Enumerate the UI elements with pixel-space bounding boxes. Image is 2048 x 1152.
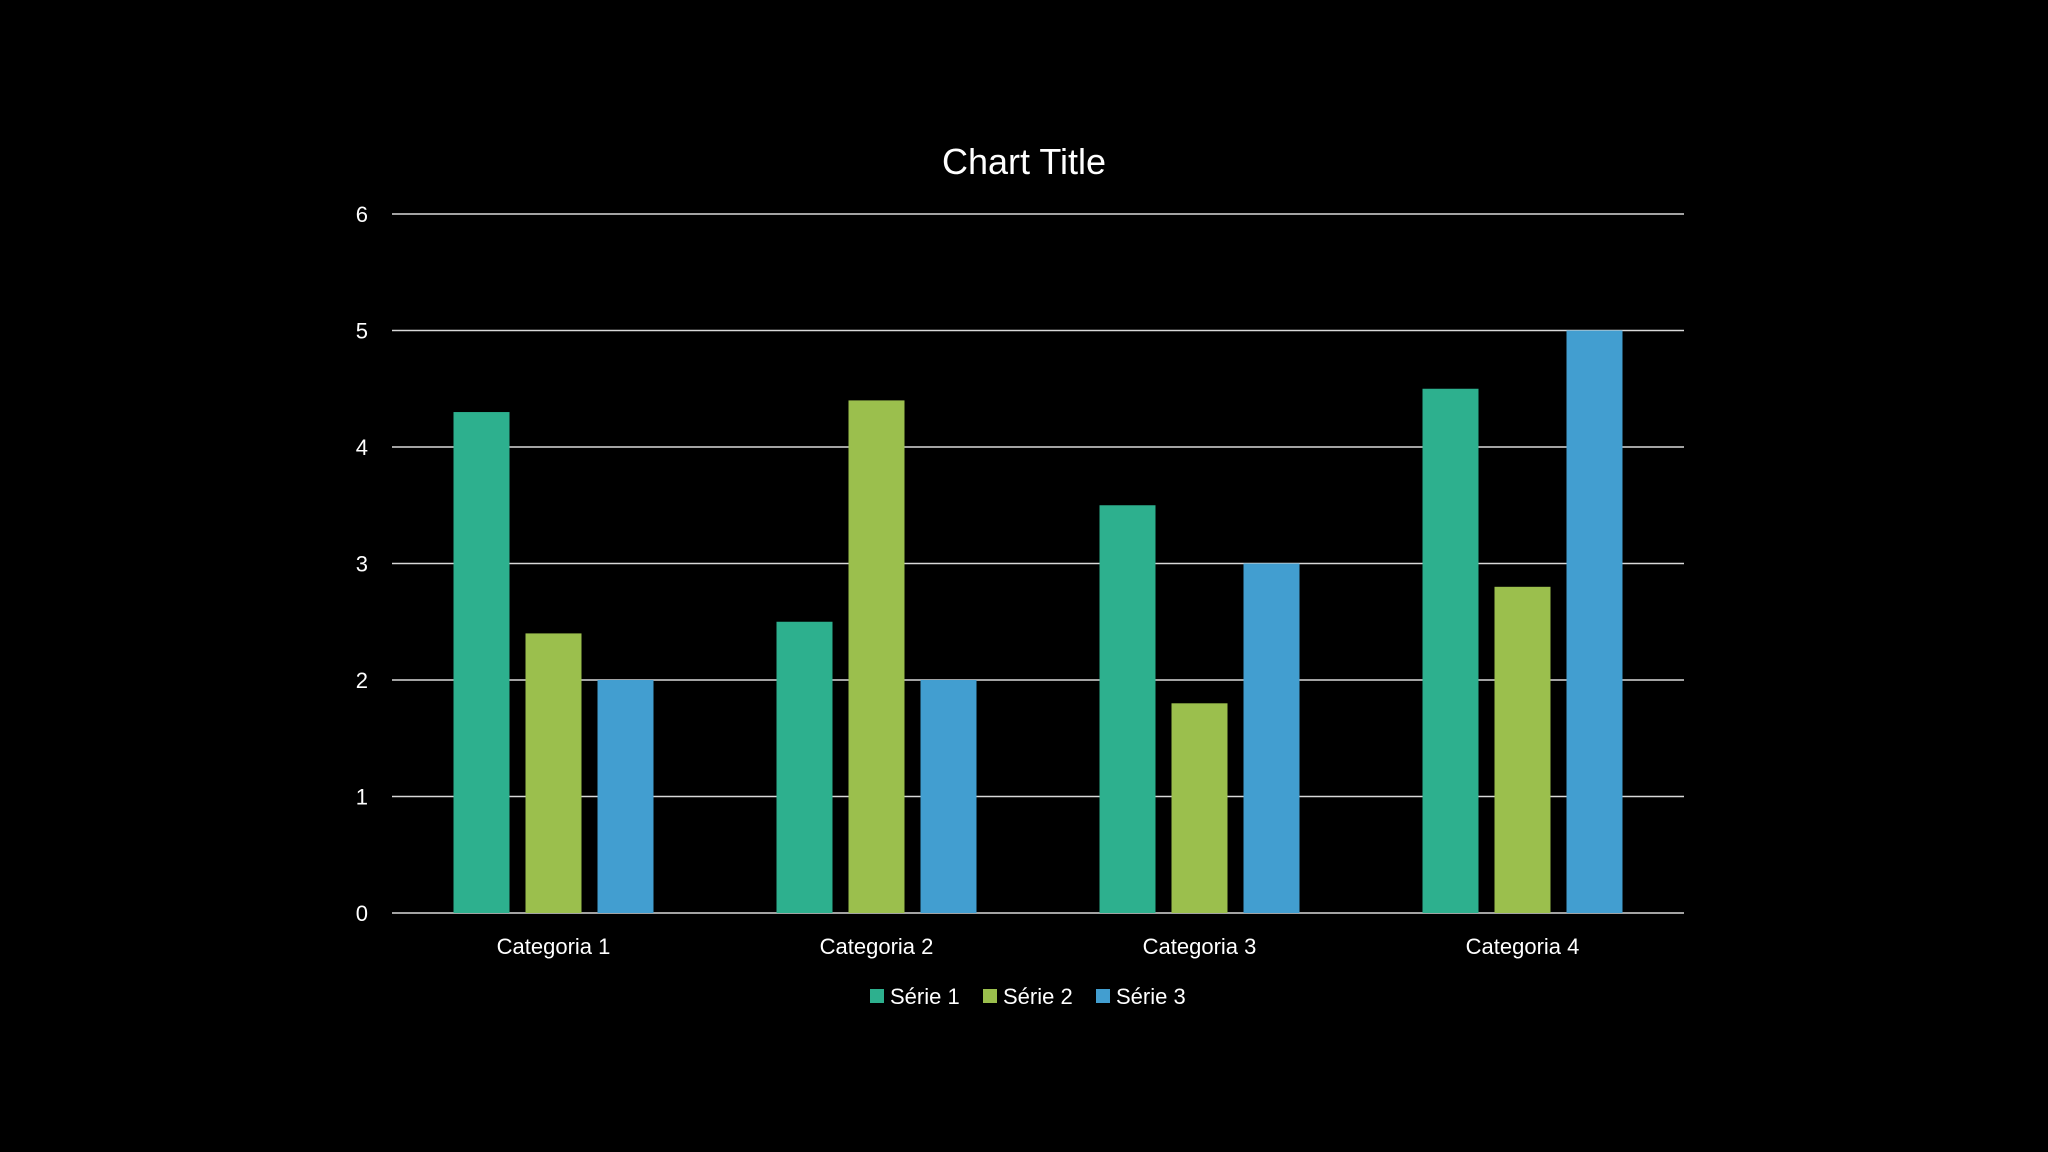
x-tick-label: Categoria 2 [820, 934, 934, 959]
legend-label-series2: Série 2 [1003, 984, 1073, 1009]
y-tick-label: 0 [356, 901, 368, 926]
bar-series1-category2 [776, 621, 833, 913]
legend: Série 1 Série 2 Série 3 [870, 984, 1186, 1009]
bar-series1-category1 [453, 412, 510, 913]
bar-series1-category3 [1099, 505, 1156, 913]
bar-series3-category3 [1243, 563, 1300, 913]
chart-title: Chart Title [942, 141, 1106, 182]
bar-series2-category1 [525, 633, 582, 913]
bar-series3-category2 [920, 680, 977, 913]
bar-series2-category2 [848, 400, 905, 913]
y-tick-label: 2 [356, 668, 368, 693]
legend-swatch-series1 [870, 989, 884, 1003]
y-tick-label: 3 [356, 552, 368, 577]
gridlines [392, 213, 1684, 914]
x-tick-label: Categoria 3 [1143, 934, 1257, 959]
y-tick-label: 1 [356, 785, 368, 810]
y-tick-label: 5 [356, 319, 368, 344]
bar-series1-category4 [1422, 388, 1479, 913]
bar-series2-category4 [1494, 586, 1551, 913]
x-tick-label: Categoria 1 [497, 934, 611, 959]
y-axis-tick-labels: 0 1 2 3 4 5 6 [356, 202, 368, 926]
legend-swatch-series3 [1096, 989, 1110, 1003]
y-tick-label: 4 [356, 435, 368, 460]
bar-series3-category1 [597, 680, 654, 913]
bars [453, 330, 1623, 913]
y-tick-label: 6 [356, 202, 368, 227]
legend-label-series3: Série 3 [1116, 984, 1186, 1009]
bar-series2-category3 [1171, 703, 1228, 913]
legend-label-series1: Série 1 [890, 984, 960, 1009]
bar-series3-category4 [1566, 330, 1623, 913]
x-tick-label: Categoria 4 [1466, 934, 1580, 959]
x-axis-tick-labels: Categoria 1 Categoria 2 Categoria 3 Categor… [497, 934, 1580, 959]
legend-swatch-series2 [983, 989, 997, 1003]
